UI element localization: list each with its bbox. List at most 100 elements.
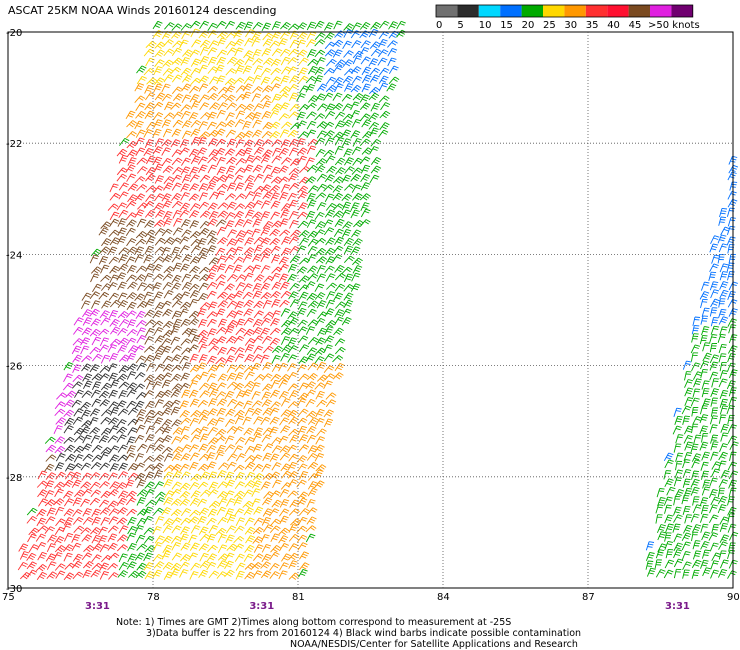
barb-tick <box>339 327 344 331</box>
barb-tick <box>183 247 189 251</box>
barb-tick <box>175 184 181 188</box>
barb-tick <box>210 166 216 170</box>
wind-barb <box>134 176 146 184</box>
barb-staff <box>171 200 179 209</box>
wind-barb <box>100 221 112 229</box>
barb-tick <box>85 300 91 303</box>
barb-tick <box>256 213 261 217</box>
barb-staff <box>244 338 251 346</box>
barb-tick <box>352 134 358 138</box>
barb-staff <box>296 245 302 254</box>
wind-barb <box>217 300 229 308</box>
barb-staff <box>153 291 159 300</box>
wind-barb <box>99 310 110 319</box>
barb-tick <box>274 247 280 251</box>
barb-tick <box>104 291 110 296</box>
barb-tick <box>229 249 235 253</box>
barb-tick <box>196 39 202 43</box>
barb-tick <box>266 48 272 51</box>
wind-barb <box>261 200 271 209</box>
barb-tick <box>202 49 209 52</box>
barb-tick <box>183 71 189 75</box>
barb-staff <box>350 202 356 211</box>
barb-tick <box>205 266 210 271</box>
barb-tick <box>257 347 262 351</box>
barb-tick <box>337 178 343 182</box>
barb-tick <box>281 222 287 226</box>
barb-tick <box>173 314 179 318</box>
barb-staff <box>234 131 242 140</box>
barb-staff <box>197 293 204 302</box>
barb-staff <box>271 155 278 164</box>
wind-barb <box>144 102 155 111</box>
barb-staff <box>324 308 331 317</box>
barb-tick <box>272 294 278 299</box>
barb-staff <box>287 264 293 273</box>
barb-tick <box>157 156 163 160</box>
wind-barb <box>244 201 256 210</box>
barb-tick <box>174 141 180 145</box>
barb-staff <box>242 83 249 92</box>
wind-barb <box>296 111 306 121</box>
barb-staff <box>270 291 277 299</box>
barb-staff <box>271 281 278 290</box>
barb-tick <box>174 249 180 252</box>
barb-tick <box>128 357 134 360</box>
barb-tick <box>304 104 310 108</box>
barb-tick <box>290 275 296 279</box>
wind-barb <box>153 77 165 85</box>
barb-tick <box>313 319 319 323</box>
barb-tick <box>292 199 298 203</box>
wind-barb <box>314 49 326 58</box>
wind-barb <box>206 281 218 290</box>
wind-barb <box>252 22 264 30</box>
barb-tick <box>336 22 342 26</box>
barb-tick <box>256 264 262 268</box>
wind-barb <box>341 308 352 317</box>
barb-tick <box>303 231 308 236</box>
barb-tick <box>371 60 377 64</box>
wind-barb <box>244 56 255 66</box>
barb-tick <box>165 160 171 164</box>
barb-tick <box>363 123 369 127</box>
barb-tick <box>365 208 371 212</box>
barb-tick <box>147 291 153 295</box>
barb-tick <box>129 112 135 116</box>
barb-tick <box>254 331 260 335</box>
barb-staff <box>288 199 294 209</box>
barb-tick <box>295 283 300 287</box>
barb-tick <box>330 86 336 91</box>
barb-tick <box>200 323 206 326</box>
barb-tick <box>139 357 145 361</box>
barb-tick <box>239 139 245 142</box>
barb-tick <box>254 287 260 290</box>
barb-tick <box>348 299 354 303</box>
wind-barb <box>325 203 337 211</box>
barb-tick <box>186 329 192 334</box>
barb-tick <box>220 109 226 113</box>
barb-staff <box>172 40 180 48</box>
barb-staff <box>280 22 287 30</box>
barb-tick <box>338 139 344 142</box>
barb-staff <box>243 328 250 337</box>
barb-staff <box>253 335 260 344</box>
wind-barb <box>197 147 208 156</box>
wind-barb <box>334 236 345 246</box>
barb-tick <box>131 330 136 335</box>
barb-tick <box>94 338 100 342</box>
barb-tick <box>338 316 344 320</box>
wind-barb <box>233 174 244 184</box>
wind-barb <box>298 344 310 353</box>
barb-tick <box>300 111 306 114</box>
barb-tick <box>311 60 317 65</box>
barb-tick <box>140 159 146 163</box>
wind-barb <box>297 191 309 200</box>
barb-tick <box>392 67 398 71</box>
barb-staff <box>233 256 240 265</box>
barb-tick <box>274 312 280 315</box>
barb-staff <box>260 76 266 86</box>
barb-tick <box>157 20 163 24</box>
barb-tick <box>175 264 181 268</box>
wind-barb <box>315 148 326 158</box>
barb-tick <box>328 69 333 74</box>
